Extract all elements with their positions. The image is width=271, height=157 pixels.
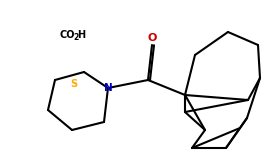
Text: CO: CO xyxy=(60,30,76,40)
Text: S: S xyxy=(70,79,78,89)
Text: H: H xyxy=(77,30,85,40)
Text: 2: 2 xyxy=(73,32,78,41)
Text: O: O xyxy=(147,33,157,43)
Text: N: N xyxy=(104,83,112,93)
